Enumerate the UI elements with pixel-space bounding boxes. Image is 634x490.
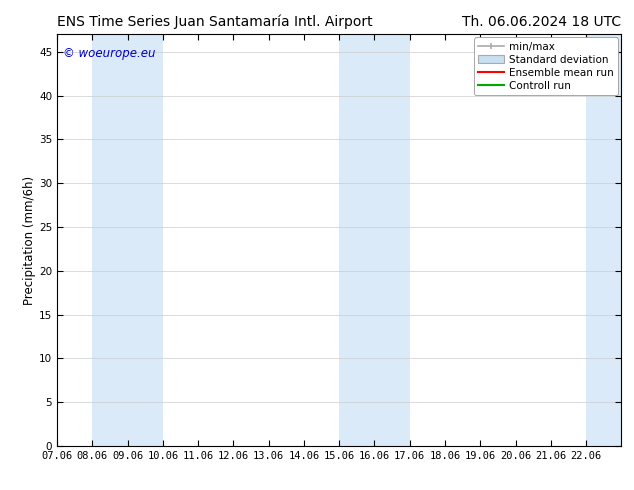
Text: © woeurope.eu: © woeurope.eu (63, 47, 155, 60)
Bar (586, 34, 634, 446)
Legend: min/max, Standard deviation, Ensemble mean run, Controll run: min/max, Standard deviation, Ensemble me… (474, 37, 618, 95)
Y-axis label: Precipitation (mm/6h): Precipitation (mm/6h) (23, 175, 36, 305)
Bar (339, 34, 410, 446)
Bar (93, 34, 163, 446)
Text: ENS Time Series Juan Santamaría Intl. Airport: ENS Time Series Juan Santamaría Intl. Ai… (57, 15, 373, 29)
Text: Th. 06.06.2024 18 UTC: Th. 06.06.2024 18 UTC (462, 15, 621, 29)
